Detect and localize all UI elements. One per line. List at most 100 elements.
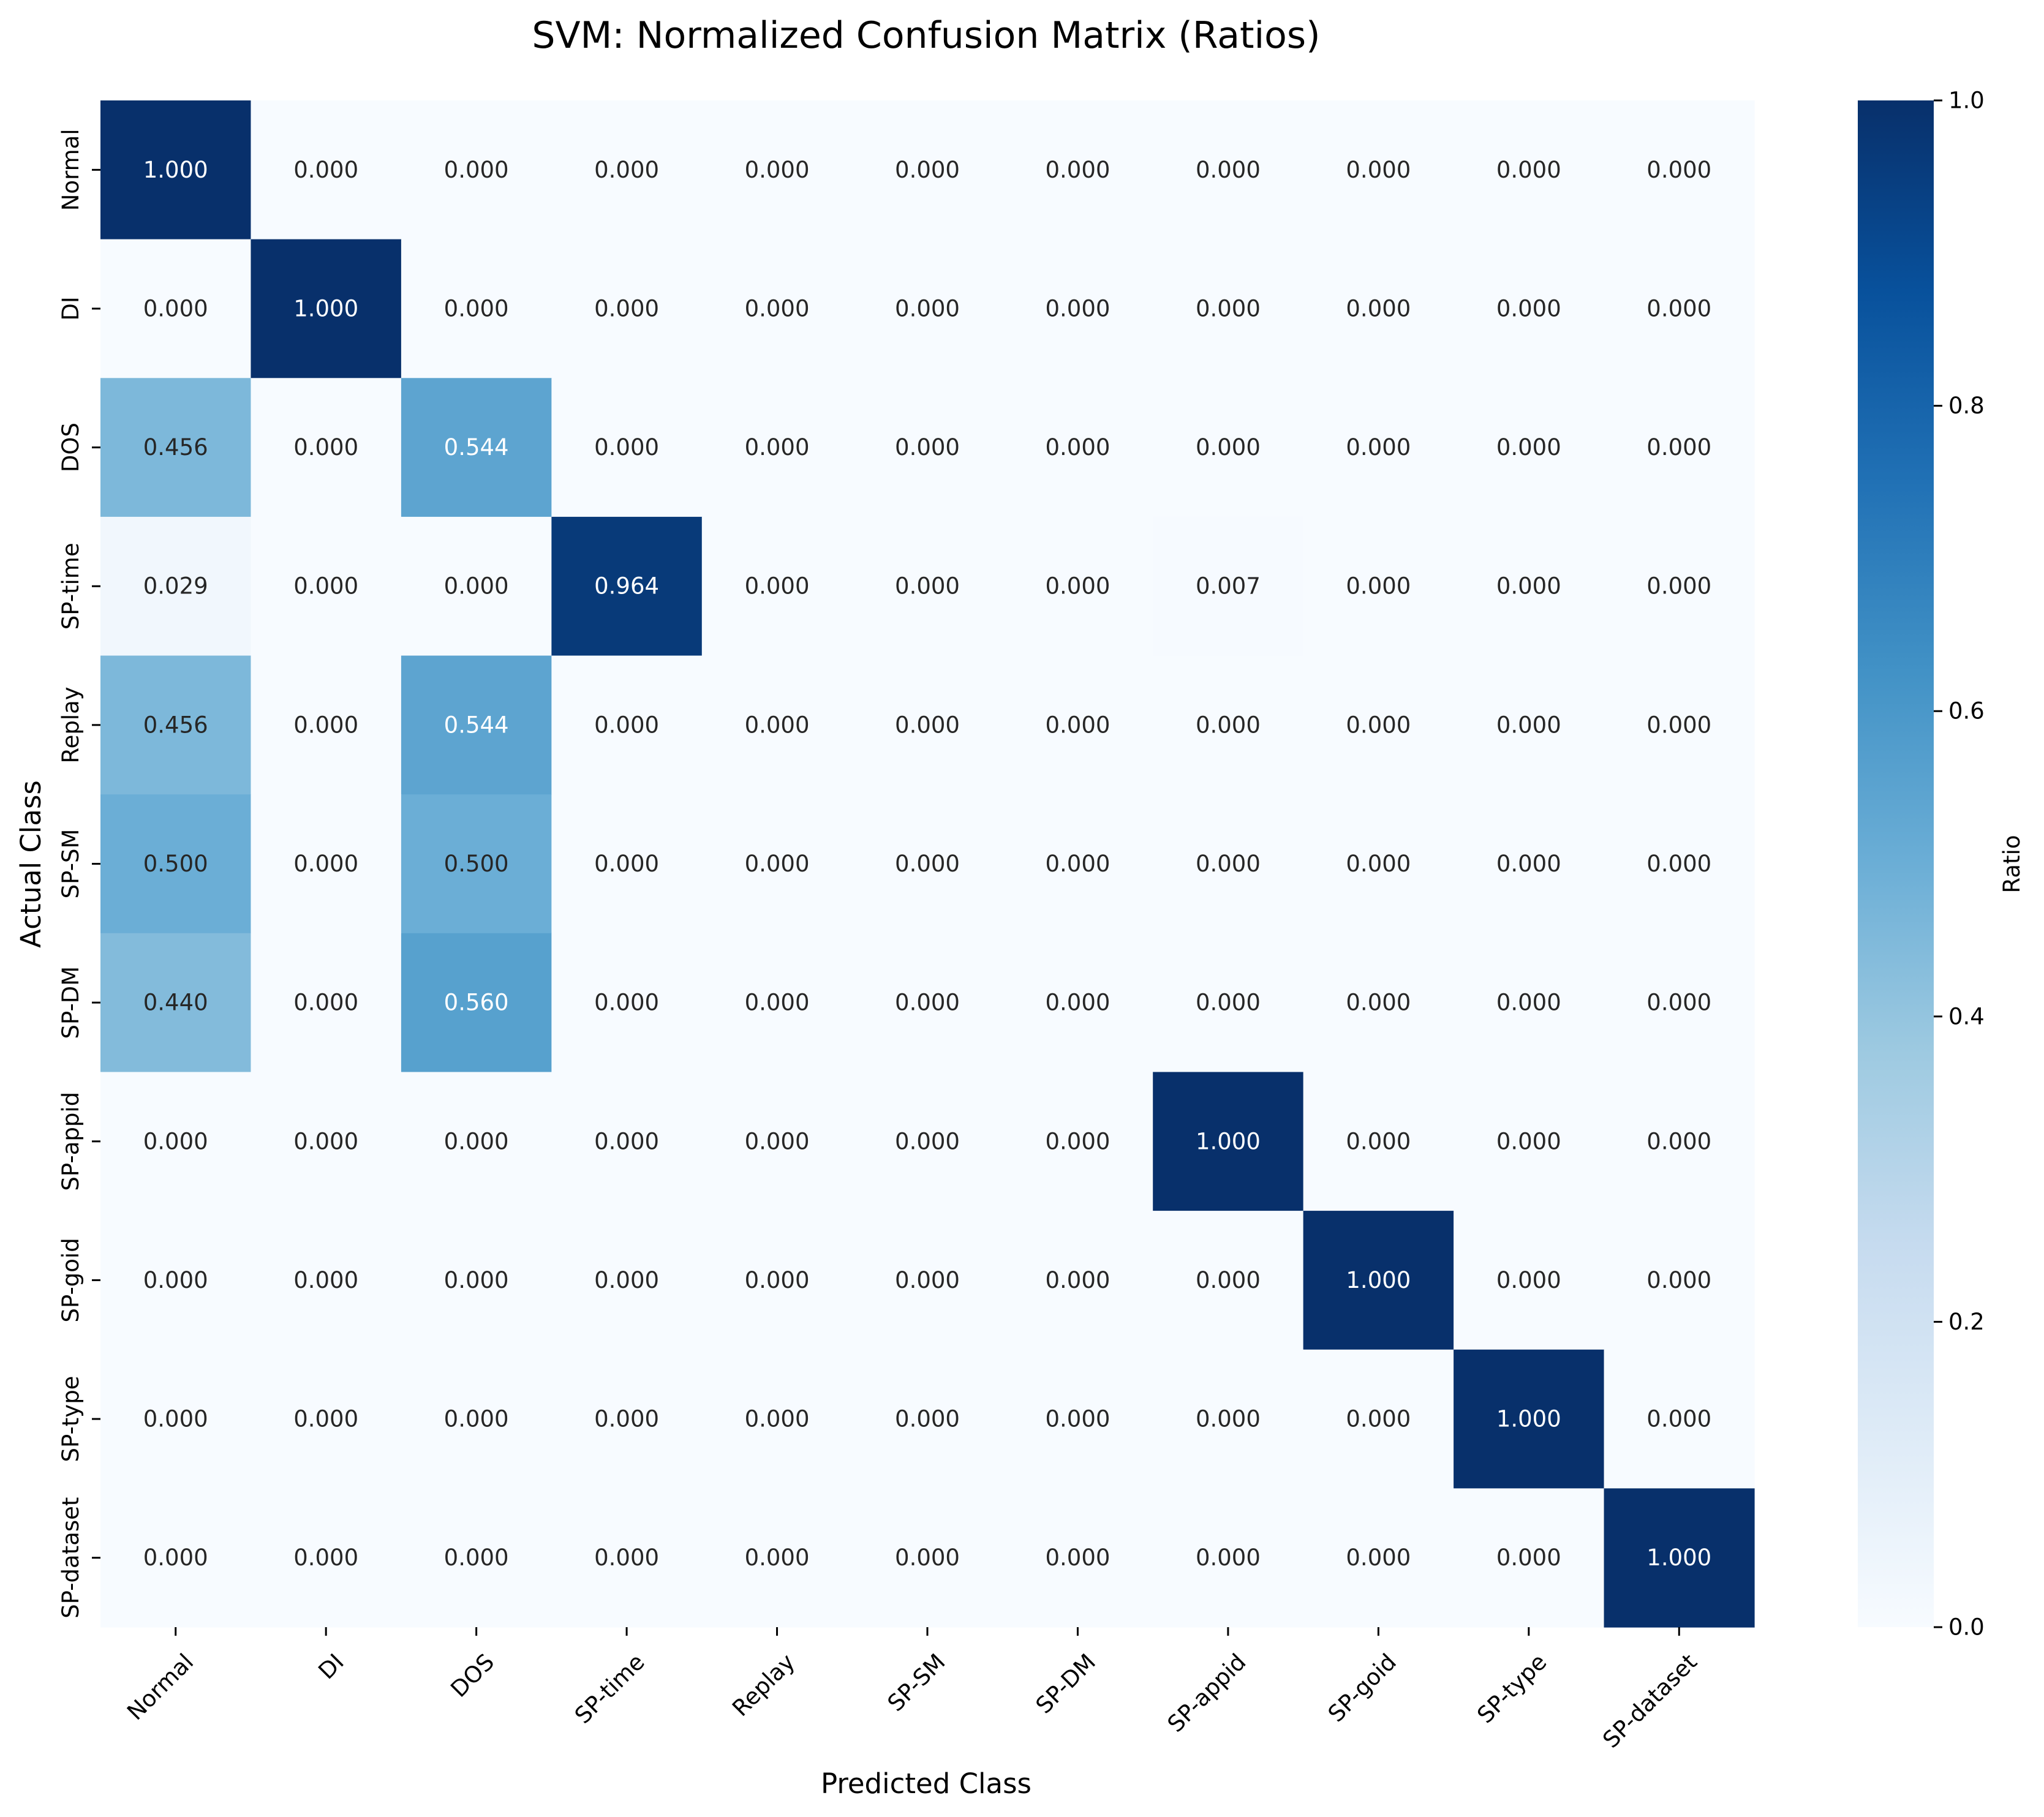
cell-value-label: 0.000 [745,157,810,183]
cell-value-label: 0.000 [594,712,659,738]
heatmap-cell-sp-dataset-replay [701,1488,853,1628]
cell-value-label: 0.000 [1196,851,1261,877]
heatmap-cell-sp-appid-normal [100,1072,252,1211]
cell-value-label: 0.000 [745,295,810,322]
x-axis-label: Predicted Class [821,1767,1031,1800]
y-tick-label: SP-goid [58,1238,84,1322]
heatmap-cell-sp-dataset-sp-type [1454,1488,1605,1628]
heatmap-cell-di-sp-dm [1002,239,1153,378]
cell-value-label: 1.000 [1346,1267,1411,1293]
heatmap-cell-sp-sm-sp-dataset [1604,794,1755,934]
heatmap-grid [100,100,1755,1628]
cell-value-label: 0.000 [1196,990,1261,1016]
heatmap-cell-di-sp-time [551,239,703,378]
cell-value-label: 0.000 [1646,712,1711,738]
cell-value-label: 0.000 [1196,434,1261,461]
x-tick-label: Replay [727,1649,800,1721]
cell-value-label: 0.560 [444,990,509,1016]
cell-value-label: 0.000 [1496,990,1561,1016]
cell-value-label: 0.000 [143,1267,208,1293]
cell-value-label: 1.000 [1196,1128,1261,1154]
x-tick-label: SP-SM [883,1649,951,1717]
heatmap-cell-sp-dataset-sp-dataset [1604,1488,1755,1628]
y-tick-label: SP-type [58,1376,84,1462]
cell-value-label: 0.029 [143,573,208,600]
cell-value-label: 0.000 [1346,434,1411,461]
heatmap-cell-sp-sm-sp-type [1454,794,1605,934]
heatmap-cell-sp-time-sp-appid [1153,516,1304,656]
cell-value-label: 0.000 [1196,1544,1261,1571]
cell-value-label: 0.000 [1646,434,1711,461]
heatmap-cell-sp-appid-sp-time [551,1072,703,1211]
x-tick-label: SP-goid [1323,1649,1401,1727]
cell-value-label: 0.000 [143,1128,208,1154]
colorbar-gradient [1858,100,1934,1627]
x-tick-label: SP-appid [1163,1649,1251,1737]
heatmap-cell-sp-dataset-normal [100,1488,252,1628]
heatmap-cell-sp-time-dos [401,516,552,656]
cell-value-label: 0.000 [293,990,358,1016]
y-tick-label: Replay [58,687,84,763]
heatmap-cell-dos-sp-time [551,378,703,517]
cell-value-label: 0.000 [293,157,358,183]
heatmap-cell-sp-dataset-sp-time [551,1488,703,1628]
cell-value-label: 0.000 [1346,1544,1411,1571]
cell-value-label: 0.000 [1346,157,1411,183]
heatmap-cell-sp-dataset-di [251,1488,402,1628]
cell-value-label: 0.000 [594,295,659,322]
heatmap-cell-dos-sp-type [1454,378,1605,517]
heatmap-cell-sp-type-normal [100,1349,252,1489]
cell-value-label: 0.000 [895,1544,960,1571]
cell-value-label: 0.000 [745,712,810,738]
cell-value-label: 0.000 [444,1267,509,1293]
heatmap-cell-sp-time-replay [701,516,853,656]
heatmap-cell-sp-dm-di [251,933,402,1073]
cell-value-label: 0.000 [1496,1128,1561,1154]
cell-value-label: 0.000 [1045,295,1110,322]
heatmap-cell-sp-goid-sp-time [551,1211,703,1350]
y-axis-ticks: Normal DI DOS SP-time Replay SP-SM SP-DM SP-app… [58,129,100,1619]
heatmap-cell-sp-type-sp-dataset [1604,1349,1755,1489]
y-tick-label: Normal [58,129,84,211]
cell-value-label: 0.000 [293,1267,358,1293]
cell-value-label: 0.000 [1346,851,1411,877]
heatmap-cell-replay-dos [401,655,552,795]
heatmap-cell-sp-dm-normal [100,933,252,1073]
cell-value-label: 1.000 [143,157,208,183]
cell-value-label: 1.000 [293,295,358,322]
y-tick-label: SP-time [58,543,84,630]
cell-value-label: 0.000 [1646,851,1711,877]
heatmap-cell-sp-goid-normal [100,1211,252,1350]
heatmap-cell-sp-sm-replay [701,794,853,934]
heatmap-cell-normal-sp-type [1454,100,1605,240]
heatmap-cell-sp-appid-sp-goid [1303,1072,1454,1211]
heatmap-cell-dos-di [251,378,402,517]
heatmap-cell-sp-type-sp-type [1454,1349,1605,1489]
cell-value-label: 0.000 [444,1544,509,1571]
heatmap-cell-replay-sp-appid [1153,655,1304,795]
x-tick-label: SP-dataset [1597,1649,1702,1753]
cell-value-label: 0.500 [444,851,509,877]
cell-value-label: 0.000 [594,1544,659,1571]
heatmap-cell-dos-sp-appid [1153,378,1304,517]
cell-value-label: 0.000 [444,1406,509,1432]
heatmap-cell-di-normal [100,239,252,378]
cell-value-label: 0.000 [1646,990,1711,1016]
heatmap-cell-normal-sp-sm [852,100,1003,240]
cell-value-label: 0.000 [143,1544,208,1571]
cell-value-label: 0.544 [444,712,509,738]
cell-value-label: 1.000 [1496,1406,1561,1432]
heatmap-cell-sp-type-sp-appid [1153,1349,1304,1489]
heatmap-cell-di-sp-type [1454,239,1605,378]
cell-value-label: 0.000 [293,434,358,461]
heatmap-cell-di-sp-sm [852,239,1003,378]
x-tick-label: DOS [445,1649,499,1702]
cell-value-label: 0.000 [895,1406,960,1432]
x-tick-label: SP-type [1472,1649,1552,1728]
heatmap-cell-sp-goid-sp-dm [1002,1211,1153,1350]
cell-value-label: 0.000 [1646,1406,1711,1432]
cell-value-label: 0.000 [1496,712,1561,738]
heatmap-cell-sp-appid-sp-dataset [1604,1072,1755,1211]
heatmap-cell-di-dos [401,239,552,378]
y-tick-label: SP-appid [58,1092,84,1191]
